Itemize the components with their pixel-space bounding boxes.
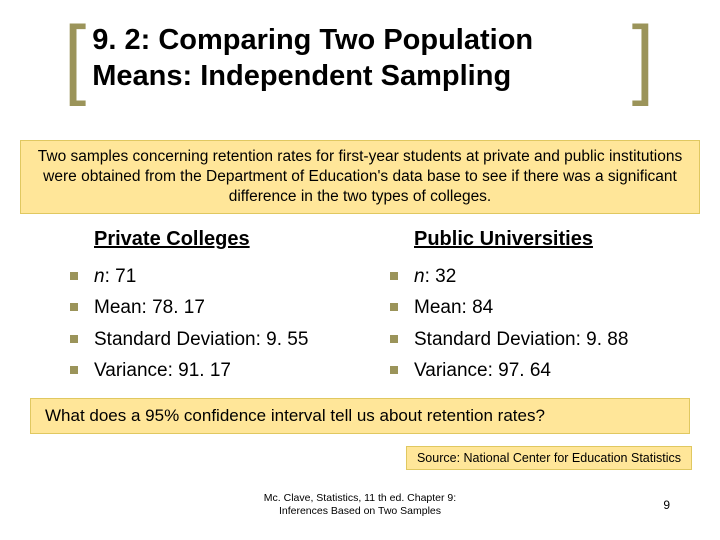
stat-sep: : xyxy=(168,360,179,381)
stat-label: Variance xyxy=(414,360,488,381)
intro-text: Two samples concerning retention rates f… xyxy=(20,140,700,214)
list-item: n: 71 xyxy=(48,261,368,292)
stat-label: n xyxy=(414,266,425,287)
stat-label: n xyxy=(94,266,105,287)
stat-value: 97. 64 xyxy=(498,360,551,381)
list-item: n: 32 xyxy=(368,261,688,292)
list-item: Mean: 78. 17 xyxy=(48,292,368,323)
title-region: [ 9. 2: Comparing Two Population Means: … xyxy=(64,18,654,99)
list-item: Variance: 97. 64 xyxy=(368,355,688,386)
left-column-header: Private Colleges xyxy=(94,228,368,251)
slide: [ 9. 2: Comparing Two Population Means: … xyxy=(0,0,720,540)
stat-label: Mean xyxy=(94,297,142,318)
question-text: What does a 95% confidence interval tell… xyxy=(30,398,690,434)
stat-sep: : xyxy=(488,360,499,381)
stat-sep: : xyxy=(462,297,473,318)
stat-value: 71 xyxy=(115,266,136,287)
list-item: Variance: 91. 17 xyxy=(48,355,368,386)
footer-center: Mc. Clave, Statistics, 11 th ed. Chapter… xyxy=(240,492,480,518)
list-item: Standard Deviation: 9. 55 xyxy=(48,324,368,355)
footer-line1: Mc. Clave, Statistics, 11 th ed. Chapter… xyxy=(264,492,456,504)
bracket-right-icon: ] xyxy=(632,19,654,98)
footer-line2: Inferences Based on Two Samples xyxy=(279,505,441,517)
slide-title: 9. 2: Comparing Two Population Means: In… xyxy=(86,18,632,99)
stat-label: Standard Deviation xyxy=(414,329,576,350)
page-number: 9 xyxy=(663,498,670,512)
right-column: Public Universities n: 32 Mean: 84 Stand… xyxy=(368,228,688,386)
right-stat-list: n: 32 Mean: 84 Standard Deviation: 9. 88… xyxy=(368,261,688,386)
stat-value: 9. 55 xyxy=(266,329,308,350)
stat-value: 84 xyxy=(472,297,493,318)
stat-sep: : xyxy=(142,297,153,318)
stat-label: Standard Deviation xyxy=(94,329,256,350)
left-stat-list: n: 71 Mean: 78. 17 Standard Deviation: 9… xyxy=(48,261,368,386)
right-column-header: Public Universities xyxy=(414,228,688,251)
list-item: Standard Deviation: 9. 88 xyxy=(368,324,688,355)
stat-sep: : xyxy=(256,329,267,350)
stat-label: Variance xyxy=(94,360,168,381)
stat-sep: : xyxy=(425,266,436,287)
stat-value: 9. 88 xyxy=(586,329,628,350)
stat-value: 32 xyxy=(435,266,456,287)
stat-sep: : xyxy=(105,266,116,287)
left-column: Private Colleges n: 71 Mean: 78. 17 Stan… xyxy=(48,228,368,386)
columns-region: Private Colleges n: 71 Mean: 78. 17 Stan… xyxy=(48,228,688,386)
stat-label: Mean xyxy=(414,297,462,318)
stat-value: 78. 17 xyxy=(152,297,205,318)
list-item: Mean: 84 xyxy=(368,292,688,323)
stat-value: 91. 17 xyxy=(178,360,231,381)
source-text: Source: National Center for Education St… xyxy=(406,446,692,470)
bracket-left-icon: [ xyxy=(64,19,86,98)
stat-sep: : xyxy=(576,329,587,350)
